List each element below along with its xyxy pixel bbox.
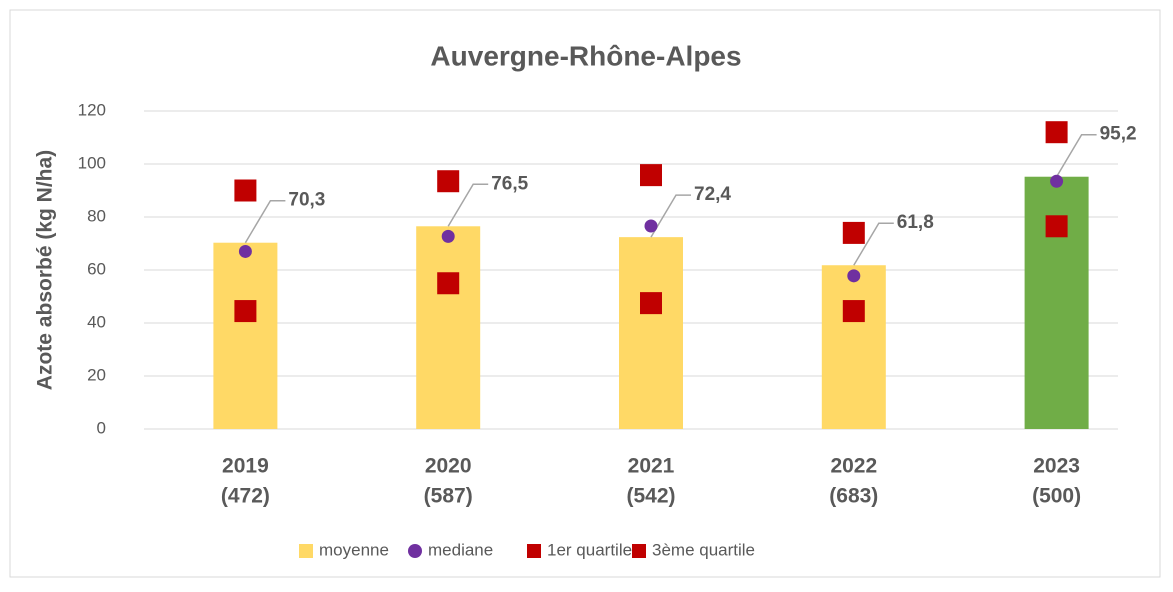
median-marker: [441, 229, 455, 243]
x-tick-label: (472): [221, 485, 270, 508]
data-label: 72,4: [694, 184, 731, 205]
quartile-marker: [1045, 215, 1068, 238]
x-tick-label: (587): [424, 485, 473, 508]
quartile-marker: [1045, 121, 1068, 144]
quartile-marker: [234, 300, 257, 323]
median-marker: [1050, 174, 1064, 188]
x-tick-label: 2021: [628, 455, 675, 478]
x-tick-label: (542): [626, 485, 675, 508]
bar: [619, 237, 683, 429]
y-tick-label: 120: [78, 100, 106, 119]
data-label: 61,8: [897, 212, 934, 233]
quartile-marker: [640, 292, 662, 315]
legend-swatch: [632, 544, 646, 558]
y-tick-label: 60: [87, 259, 106, 278]
data-label: 70,3: [288, 190, 325, 211]
legend-label: 3ème quartile: [652, 540, 755, 559]
median-marker: [847, 269, 861, 283]
y-axis-label: Azote absorbé (kg N/ha): [34, 150, 57, 390]
quartile-marker: [640, 164, 662, 187]
y-tick-label: 100: [78, 153, 106, 172]
chart-frame: [9, 9, 1161, 578]
bar: [1024, 176, 1089, 429]
legend-label: 1er quartile: [547, 540, 632, 559]
x-tick-label: 2019: [222, 455, 269, 478]
leader-line: [244, 199, 286, 244]
x-tick-label: (683): [829, 485, 878, 508]
bar: [821, 265, 886, 429]
legend-swatch: [408, 544, 422, 558]
leader-line: [853, 222, 894, 266]
bar: [213, 242, 278, 429]
legend-swatch: [299, 544, 313, 558]
median-marker: [644, 219, 658, 233]
x-tick-label: (500): [1032, 485, 1081, 508]
data-label: 95,2: [1100, 124, 1137, 145]
leader-line: [447, 183, 489, 227]
y-tick-label: 20: [87, 365, 106, 384]
chart-title: Auvergne-Rhône-Alpes: [430, 40, 741, 71]
bar: [416, 226, 481, 429]
x-tick-label: 2020: [425, 455, 472, 478]
leader-line: [650, 194, 691, 238]
y-tick-label: 80: [87, 206, 106, 225]
quartile-marker: [437, 272, 460, 295]
quartile-marker: [842, 221, 865, 244]
quartile-marker: [842, 300, 865, 323]
legend-label: mediane: [428, 540, 493, 559]
legend-swatch: [527, 544, 541, 558]
x-tick-label: 2022: [830, 455, 877, 478]
quartile-marker: [437, 170, 460, 193]
legend-label: moyenne: [319, 540, 389, 559]
quartile-marker: [234, 179, 257, 202]
leader-line: [1055, 133, 1097, 178]
y-tick-label: 0: [97, 418, 106, 437]
median-marker: [238, 244, 252, 258]
data-label: 76,5: [491, 173, 528, 194]
x-tick-label: 2023: [1033, 455, 1080, 478]
y-tick-label: 40: [87, 312, 106, 331]
